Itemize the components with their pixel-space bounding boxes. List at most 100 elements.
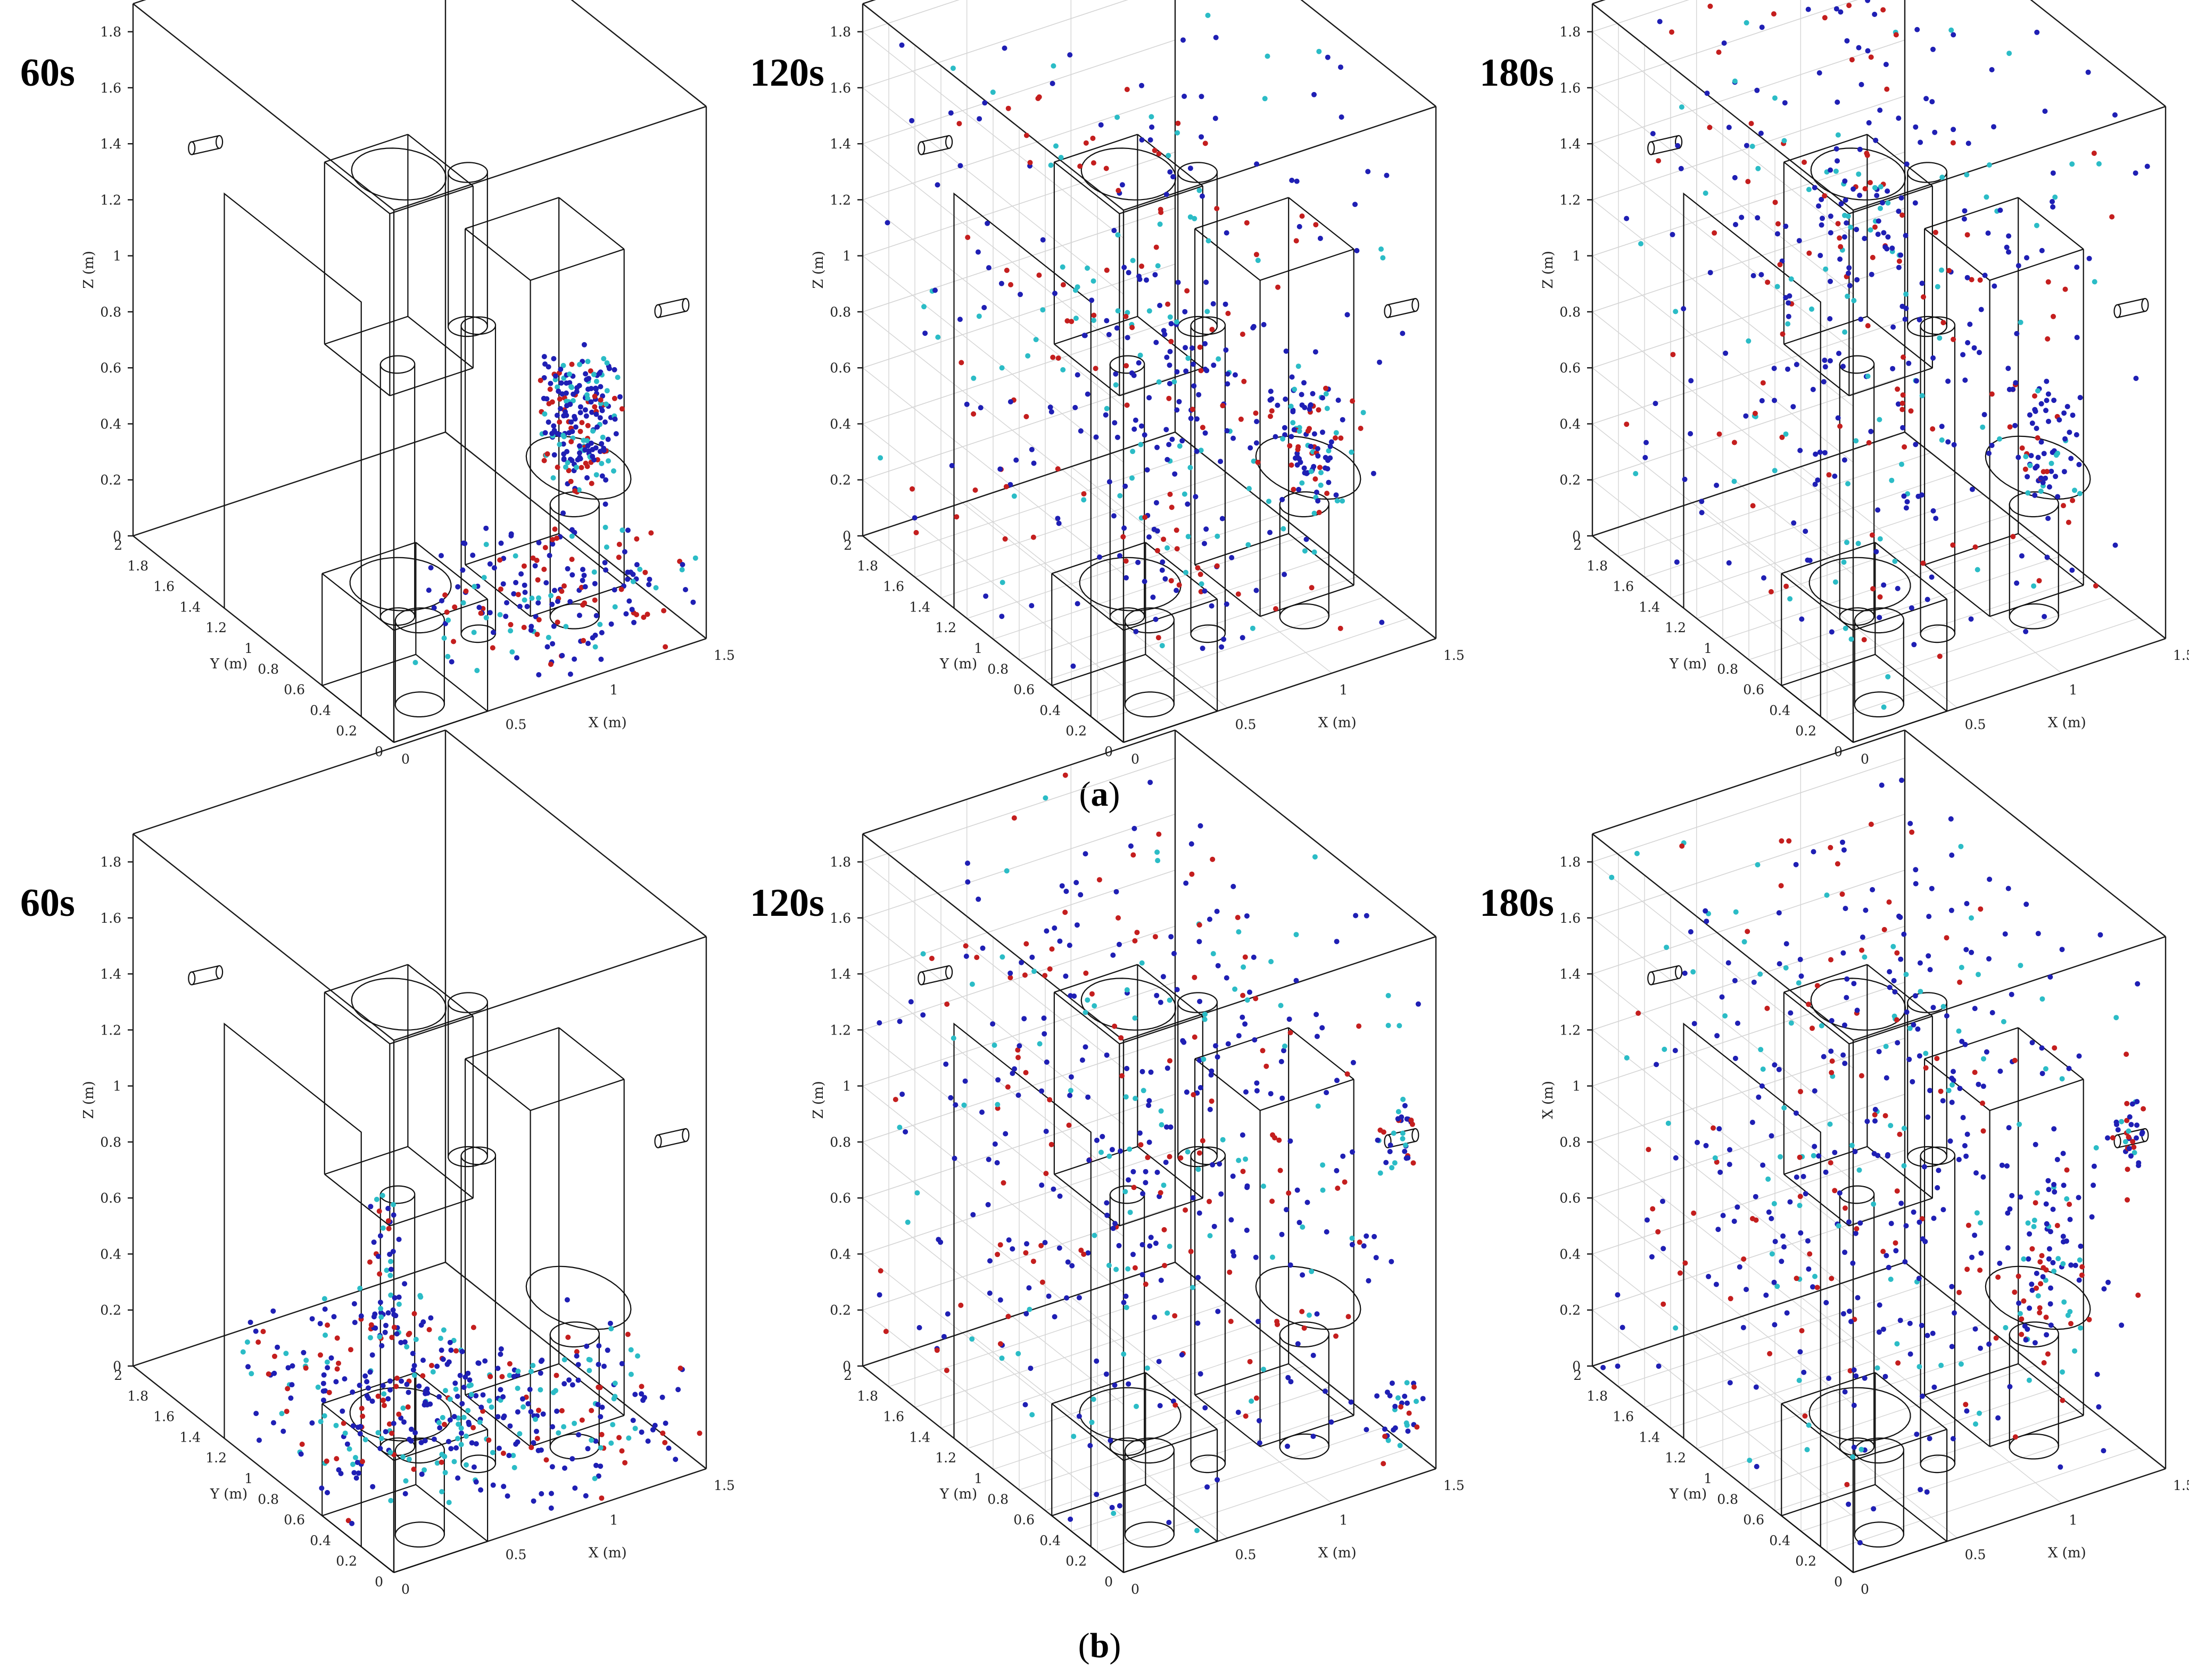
particle-point: [1936, 1168, 1942, 1173]
particle-point: [1012, 1066, 1017, 1072]
particle-point: [538, 377, 543, 383]
particle-point: [1299, 392, 1304, 398]
particle-point: [1746, 338, 1752, 344]
particle-point: [1036, 272, 1042, 278]
particle-point: [1044, 1059, 1050, 1065]
particle-point: [1310, 1353, 1316, 1358]
sink-cabinet: [1123, 710, 1218, 743]
particle-point: [1370, 470, 1376, 476]
y-tick-label: 1.2: [205, 620, 227, 635]
particle-point: [1806, 1002, 1812, 1007]
particle-point: [370, 1484, 376, 1489]
particle-point: [533, 1417, 538, 1422]
particle-point: [1895, 386, 1901, 392]
particle-point: [1841, 234, 1847, 240]
particle-point: [2091, 151, 2097, 156]
particle-point: [362, 1373, 368, 1379]
particle-point: [1755, 215, 1761, 221]
particle-point: [2034, 29, 2040, 35]
particle-point: [1334, 939, 1340, 945]
particle-point: [1078, 1247, 1084, 1253]
particle-point: [1304, 1199, 1310, 1205]
particle-point: [565, 1335, 571, 1340]
particle-point: [599, 1431, 605, 1437]
particle-point: [1786, 313, 1791, 319]
particle-point: [2052, 1189, 2058, 1195]
particle-point: [1714, 1159, 1720, 1165]
particle-point: [1711, 1125, 1716, 1131]
particle-point: [1215, 533, 1220, 539]
grid-line: [1670, 1323, 1984, 1429]
particle-point: [1973, 1170, 1979, 1176]
particle-point: [1935, 284, 1940, 289]
upper-cabinet: [1783, 343, 1850, 396]
particle-point: [1848, 225, 1854, 230]
particle-point: [377, 1334, 383, 1340]
particle-point: [1092, 1003, 1097, 1009]
particle-point: [1883, 1044, 1889, 1049]
particle-point: [1124, 987, 1130, 993]
sink-cabinet: [1781, 653, 1876, 686]
particle-point: [507, 1361, 513, 1367]
particle-point: [1847, 1309, 1852, 1314]
z-axis-label: Z (m): [1540, 251, 1556, 288]
particle-point: [1918, 1487, 1923, 1493]
particle-point: [1930, 46, 1936, 52]
particle-point: [2006, 1125, 2012, 1131]
particle-point: [637, 566, 643, 572]
particle-point: [1783, 224, 1789, 229]
particle-point: [487, 561, 493, 567]
particle-point: [466, 1419, 472, 1425]
particle-point: [922, 330, 928, 336]
particle-point: [1048, 1141, 1054, 1147]
particle-point: [1246, 486, 1252, 492]
particle-point: [679, 567, 685, 573]
particle-point: [2061, 469, 2067, 475]
particle-point: [1171, 950, 1177, 956]
particle-point: [2119, 1322, 2125, 1328]
particle-point: [1197, 823, 1203, 829]
particle-point: [1333, 430, 1339, 436]
particle-point: [1812, 482, 1818, 487]
vent-left: [1651, 978, 1679, 986]
particle-point: [1759, 398, 1765, 403]
toilet-tank: [1288, 1363, 1354, 1416]
particle-point: [1845, 293, 1851, 299]
x-axis-label: X (m): [1318, 715, 1357, 731]
particle-point: [2135, 1292, 2141, 1298]
particle-point: [1931, 1384, 1937, 1390]
box-edge: [1853, 936, 2166, 1041]
particle-point: [1164, 457, 1170, 462]
toilet-tank: [465, 1394, 531, 1447]
particle-point: [605, 1347, 610, 1353]
particle-point: [394, 1375, 400, 1381]
particle-point: [1893, 32, 1899, 38]
particle-point: [929, 956, 935, 961]
particle-point: [1903, 233, 1909, 238]
particle-point: [404, 1344, 410, 1350]
particle-point: [995, 1105, 1001, 1111]
particle-point: [1251, 954, 1257, 960]
particle-point: [572, 1420, 577, 1426]
particle-point: [266, 1371, 271, 1377]
particle-point: [675, 1387, 681, 1393]
particle-point: [1878, 184, 1884, 189]
particle-point: [595, 1402, 601, 1408]
particle-point: [483, 542, 489, 548]
particle-point: [1254, 1080, 1260, 1086]
particle-point: [1862, 186, 1868, 192]
particle-point: [1098, 122, 1104, 128]
particle-point: [1197, 1371, 1203, 1377]
z-tick-label: 0.8: [100, 1135, 121, 1150]
particle-point: [1103, 165, 1109, 171]
particle-point: [1959, 965, 1964, 970]
x-tick-label: 0.5: [506, 1547, 527, 1562]
particle-point: [1339, 114, 1344, 120]
particle-point: [478, 610, 484, 616]
particle-point: [527, 1387, 533, 1392]
particle-point: [1673, 1155, 1679, 1161]
particle-point: [1311, 510, 1317, 516]
particle-point: [403, 1478, 409, 1484]
particle-point: [1068, 1074, 1074, 1080]
particle-point: [2028, 453, 2034, 459]
